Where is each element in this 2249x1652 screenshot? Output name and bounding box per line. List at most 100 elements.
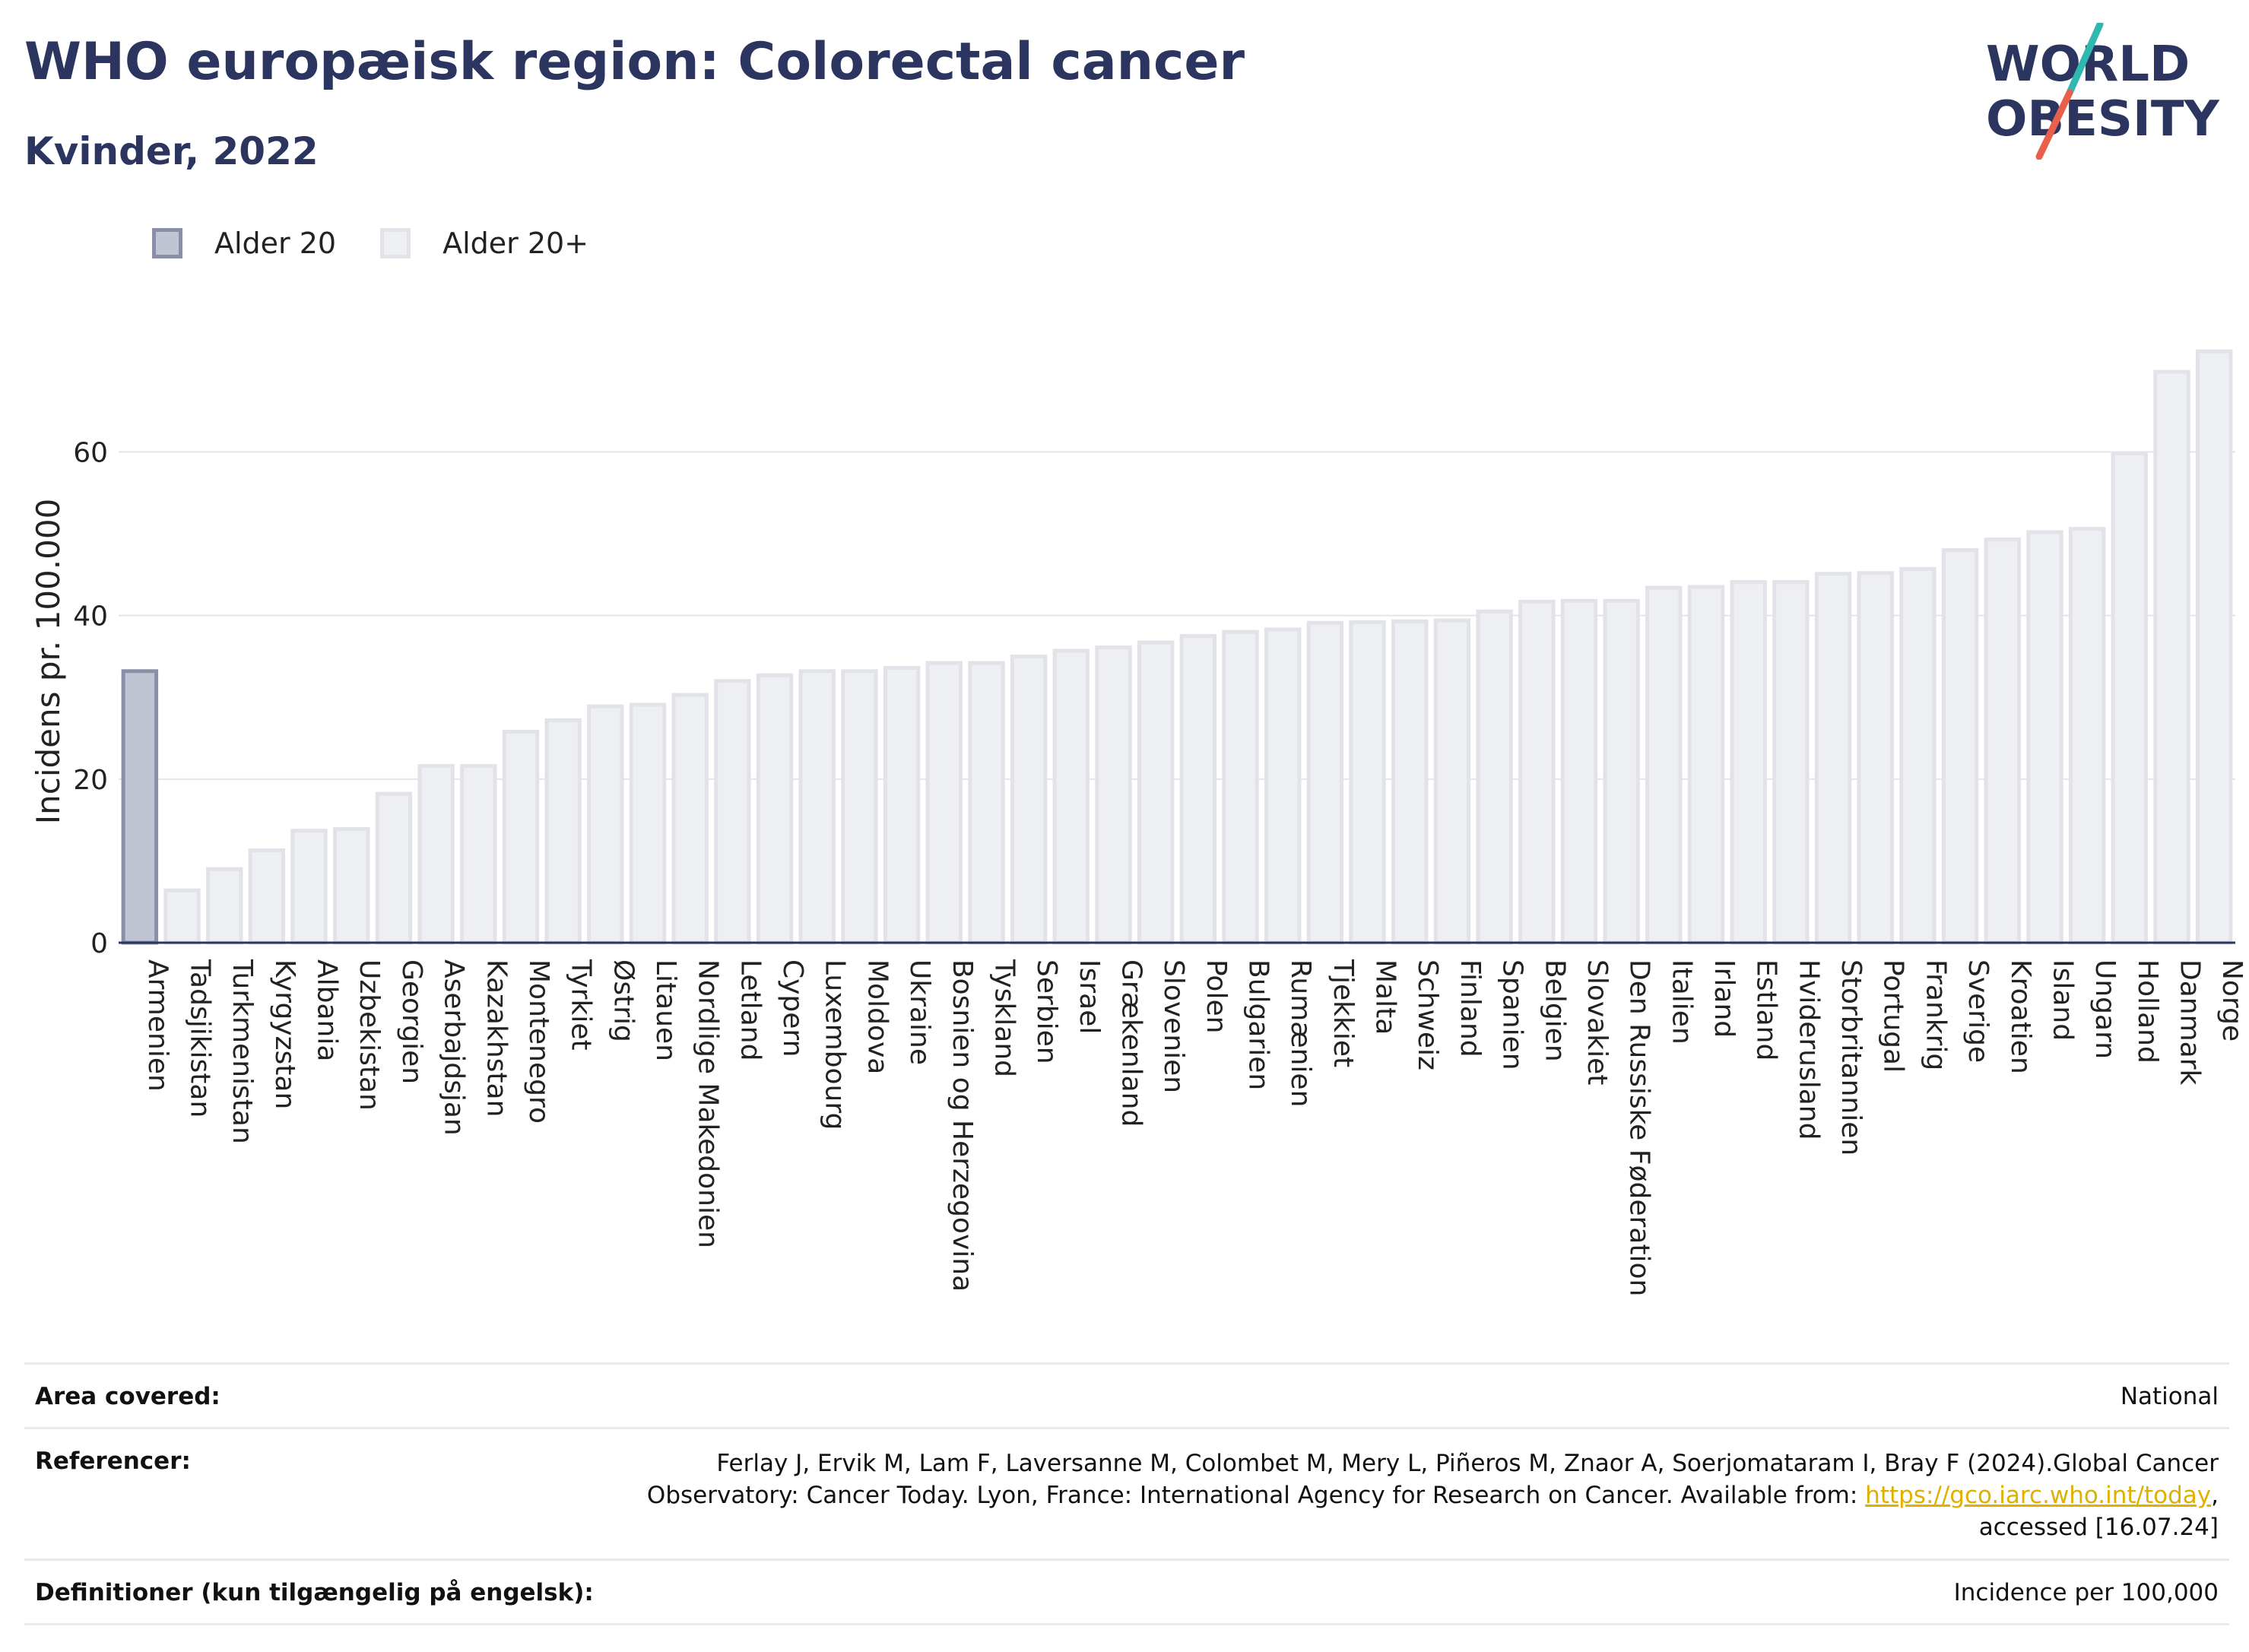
x-tick-label: Finland [1454, 959, 1486, 1057]
bar-finland[interactable] [1433, 618, 1471, 945]
x-tick-label: Frankrig [1920, 959, 1951, 1070]
bar-turkmenistan[interactable] [205, 867, 243, 945]
definitions-value: Incidence per 100,000 [1953, 1579, 2219, 1606]
x-tick-label: Tyskland [988, 959, 1020, 1077]
legend-swatch-alder-20[interactable] [152, 228, 182, 258]
x-tick-label: Sverige [1962, 959, 1994, 1063]
x-tick-label: Rumænien [1285, 959, 1316, 1107]
bar-luxembourg[interactable] [798, 669, 836, 945]
bar-danmark[interactable] [2153, 369, 2190, 945]
bar-montenegro[interactable] [502, 729, 540, 945]
y-axis-label: Incidens pr. 100.000 [30, 499, 67, 825]
x-tick-label: Tadsjikistan [185, 959, 216, 1118]
bar-sverige[interactable] [1941, 548, 1979, 945]
y-tick-label: 60 [73, 437, 108, 468]
x-tick-label: Kyrgyzstan [269, 959, 300, 1109]
x-tick-label: Tjekkiet [1328, 959, 1359, 1067]
bar-moldova[interactable] [841, 669, 878, 945]
x-tick-label: Slovakiet [1581, 959, 1613, 1085]
bar-island[interactable] [2026, 530, 2063, 945]
x-tick-label: Norge [2216, 959, 2247, 1042]
x-tick-label: Aserbajdsjan [439, 959, 470, 1136]
x-tick-label: Nordlige Makedonien [693, 959, 724, 1248]
x-tick-label: Armenien [142, 959, 173, 1092]
bar-polen[interactable] [1179, 634, 1217, 945]
bar-uzbekistan[interactable] [333, 826, 370, 945]
x-tick-label: Storbritannien [1835, 959, 1867, 1156]
reference-link[interactable]: https://gco.iarc.who.int/today [1865, 1482, 2212, 1509]
bar-ukraine[interactable] [883, 666, 921, 945]
info-table: Area covered: National Referencer: Ferla… [24, 1362, 2229, 1625]
bar-bulgarien[interactable] [1222, 629, 1259, 945]
bar-den-russiske-føderation[interactable] [1603, 598, 1640, 945]
bar-østrig[interactable] [587, 704, 624, 945]
bar-armenien[interactable] [121, 669, 159, 945]
x-tick-label: Kroatien [2005, 959, 2036, 1074]
bar-nordlige-makedonien[interactable] [671, 693, 709, 945]
area-covered-label: Area covered: [35, 1383, 220, 1410]
bar-malta[interactable] [1349, 620, 1386, 945]
legend-label-alder-20-plus[interactable]: Alder 20+ [443, 227, 589, 260]
bar-slovenien[interactable] [1137, 640, 1175, 945]
x-tick-label: Danmark [2174, 959, 2205, 1086]
x-tick-label: Litauen [650, 959, 681, 1061]
bar-slovakiet[interactable] [1560, 598, 1598, 945]
x-tick-label: Grækenland [1115, 959, 1147, 1127]
bar-kyrgyzstan[interactable] [248, 848, 286, 945]
bar-belgien[interactable] [1518, 599, 1556, 945]
legend-swatch-alder-20-plus[interactable] [380, 228, 411, 258]
x-tick-label: Polen [1201, 959, 1232, 1033]
reference-line-3: accessed [16.07.24] [1978, 1514, 2219, 1541]
bar-frankrig[interactable] [1899, 566, 1937, 945]
x-tick-label: Irland [1708, 959, 1740, 1038]
bar-tyrkiet[interactable] [544, 718, 582, 945]
bar-storbritannien[interactable] [1814, 572, 1852, 945]
bar-spanien[interactable] [1476, 609, 1513, 945]
x-tick-label: Estland [1751, 959, 1782, 1061]
legend-label-alder-20[interactable]: Alder 20 [214, 227, 337, 260]
bar-georgien[interactable] [375, 791, 413, 945]
x-tick-label: Albania [312, 959, 343, 1061]
logo-line2: OBESITY [1986, 91, 2219, 147]
y-tick-label: 40 [73, 601, 108, 633]
x-tick-label: Bulgarien [1243, 959, 1274, 1090]
x-tick-label: Tyrkiet [566, 959, 597, 1051]
bar-letland[interactable] [714, 679, 751, 945]
bar-serbien[interactable] [1010, 654, 1048, 945]
bar-israel[interactable] [1052, 648, 1090, 945]
bar-albania[interactable] [290, 829, 328, 945]
bar-grækenland[interactable] [1095, 645, 1132, 945]
bar-kazakhstan[interactable] [460, 764, 497, 945]
bar-kroatien[interactable] [1984, 537, 2021, 945]
bar-hviderusland[interactable] [1772, 580, 1810, 945]
x-tick-label: Portugal [1878, 959, 1909, 1073]
bar-irland[interactable] [1687, 585, 1725, 945]
bar-rumænien[interactable] [1264, 627, 1302, 945]
bar-bosnien-og-herzegovina[interactable] [925, 661, 963, 945]
x-tick-label: Serbien [1031, 959, 1062, 1064]
bar-norge[interactable] [2195, 349, 2233, 945]
bar-aserbajdsjan[interactable] [417, 764, 455, 945]
bar-litauen[interactable] [629, 702, 667, 945]
bar-tyskland[interactable] [968, 661, 1005, 945]
page-title: WHO europæisk region: Colorectal cancer [24, 32, 1245, 92]
x-tick-label: Slovenien [1158, 959, 1189, 1093]
bar-cypern[interactable] [756, 673, 794, 945]
x-tick-label: Israel [1074, 959, 1105, 1034]
chart-legend: Alder 20 Alder 20+ [152, 227, 633, 260]
x-tick-label: Kazakhstan [481, 959, 512, 1117]
x-tick-label: Cypern [777, 959, 808, 1057]
bar-portugal[interactable] [1857, 571, 1894, 945]
bar-italien[interactable] [1645, 585, 1683, 945]
bar-holland[interactable] [2111, 452, 2149, 945]
x-tick-label: Montenegro [523, 959, 554, 1124]
x-tick-label: Georgien [396, 959, 427, 1084]
x-tick-label: Italien [1666, 959, 1697, 1045]
bar-ungarn[interactable] [2068, 527, 2106, 945]
bar-tjekkiet[interactable] [1306, 620, 1344, 945]
bar-tadsjikistan[interactable] [163, 888, 201, 945]
bar-schweiz[interactable] [1391, 619, 1429, 945]
x-tick-label: Bosnien og Herzegovina [947, 959, 978, 1292]
bar-estland[interactable] [1730, 580, 1767, 945]
x-tick-label: Turkmenistan [227, 959, 258, 1144]
